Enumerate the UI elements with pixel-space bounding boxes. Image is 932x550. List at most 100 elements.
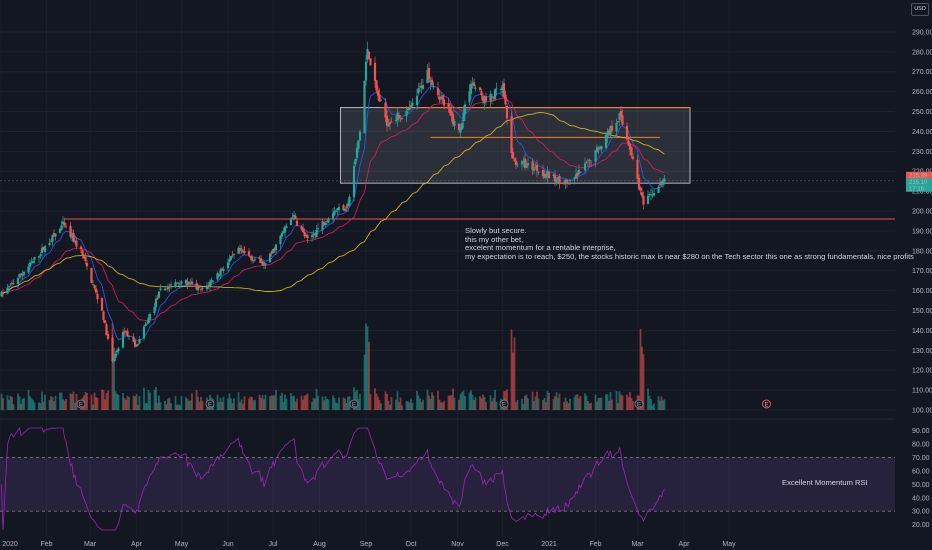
candle-body bbox=[156, 297, 159, 300]
volume-bar bbox=[588, 403, 591, 410]
volume-bar bbox=[93, 392, 96, 410]
candle-body bbox=[478, 87, 482, 91]
volume-bar bbox=[563, 402, 565, 410]
volume-bar bbox=[74, 402, 76, 410]
candle-body bbox=[397, 115, 401, 119]
candle-body bbox=[516, 164, 519, 166]
annotation-note[interactable]: Slowly but secure. this my other bet, ex… bbox=[465, 226, 914, 261]
volume-bar bbox=[242, 403, 244, 410]
volume-bar bbox=[510, 329, 513, 410]
candle-body bbox=[598, 147, 602, 150]
note-line-3: excelent momentum for a rentable interpr… bbox=[465, 243, 616, 253]
candle-body bbox=[421, 85, 425, 89]
price-badge bbox=[906, 184, 932, 192]
earnings-marker bbox=[762, 399, 771, 409]
candle-body bbox=[186, 281, 189, 286]
volume-bar bbox=[0, 393, 3, 410]
volume-bar bbox=[240, 399, 243, 410]
candle-body bbox=[525, 164, 528, 168]
candle-body bbox=[642, 195, 645, 205]
volume-bar bbox=[228, 393, 231, 410]
earnings-marker-label: E bbox=[637, 403, 641, 409]
volume-bar bbox=[356, 389, 358, 410]
candle-body bbox=[544, 174, 548, 176]
candle-body bbox=[606, 131, 609, 137]
candle-body bbox=[184, 279, 188, 284]
candle-body bbox=[229, 256, 233, 261]
volume-bar bbox=[552, 399, 555, 410]
volume-bar bbox=[489, 395, 492, 410]
volume-bar bbox=[168, 397, 171, 410]
candle-body bbox=[18, 273, 21, 278]
candle-body bbox=[394, 119, 398, 122]
volume-bar bbox=[525, 394, 528, 410]
candle-body bbox=[205, 285, 209, 290]
candle-body bbox=[583, 163, 587, 171]
candle-body bbox=[73, 240, 77, 242]
candle-body bbox=[154, 299, 158, 307]
candle-body bbox=[459, 127, 462, 133]
volume-bar bbox=[117, 394, 120, 410]
candle-body bbox=[568, 179, 572, 182]
volume-bar bbox=[51, 397, 54, 410]
candle-body bbox=[567, 183, 570, 185]
candle-body bbox=[532, 168, 536, 171]
candle-body bbox=[510, 116, 513, 154]
volume-bar bbox=[324, 396, 327, 410]
volume-bar bbox=[252, 400, 255, 410]
volume-bar bbox=[387, 400, 390, 410]
candle-body bbox=[222, 269, 225, 271]
candle-body bbox=[195, 283, 198, 290]
candle-body bbox=[211, 280, 215, 282]
candle-body bbox=[316, 228, 320, 230]
volume-bar bbox=[432, 395, 435, 410]
candle-body bbox=[619, 110, 623, 118]
candle-body bbox=[282, 231, 285, 234]
candle-body bbox=[597, 148, 600, 150]
volume-bar bbox=[156, 402, 159, 410]
y-tick-label: 200.00 bbox=[912, 209, 932, 216]
candle-body bbox=[166, 287, 170, 289]
x-tick-label: Dec bbox=[496, 541, 509, 548]
rsi-annotation[interactable]: Excellent Momentum RSI bbox=[782, 478, 868, 487]
candle-body bbox=[357, 140, 360, 149]
candle-body bbox=[378, 94, 381, 102]
candle-body bbox=[10, 282, 14, 284]
candle-body bbox=[526, 163, 530, 166]
rsi-line bbox=[1, 427, 665, 531]
volume-bar bbox=[512, 352, 514, 410]
volume-bar bbox=[440, 402, 442, 410]
volume-bar bbox=[227, 398, 229, 410]
candle-body bbox=[43, 246, 47, 253]
x-tick-label: 2020 bbox=[2, 541, 18, 548]
candle-body bbox=[39, 254, 42, 256]
candle-body bbox=[427, 68, 431, 80]
candle-body bbox=[588, 160, 591, 161]
candle-body bbox=[123, 331, 126, 333]
candle-body bbox=[388, 122, 392, 124]
candle-body bbox=[387, 123, 390, 127]
drawing-overlays[interactable] bbox=[0, 107, 895, 220]
candle-body bbox=[451, 114, 455, 125]
candle-body bbox=[379, 100, 383, 101]
candle-body bbox=[373, 62, 377, 81]
candle-body bbox=[405, 110, 408, 117]
volume-bar bbox=[144, 403, 147, 410]
volume-bar bbox=[609, 392, 612, 410]
candle-body bbox=[558, 176, 561, 185]
volume-bar bbox=[258, 395, 261, 410]
candle-body bbox=[661, 180, 665, 185]
candle-body bbox=[546, 171, 549, 178]
volume-bar bbox=[641, 346, 643, 410]
candle-body bbox=[367, 51, 371, 60]
candle-body bbox=[531, 161, 534, 170]
volume-bar bbox=[642, 354, 645, 410]
candle-body bbox=[96, 293, 99, 300]
volume-bar bbox=[468, 392, 471, 410]
candle-body bbox=[270, 251, 273, 254]
currency-label[interactable]: USD bbox=[911, 3, 929, 16]
candle-body bbox=[625, 125, 629, 140]
x-tick-label: Apr bbox=[679, 541, 691, 548]
volume-bar bbox=[431, 392, 433, 410]
